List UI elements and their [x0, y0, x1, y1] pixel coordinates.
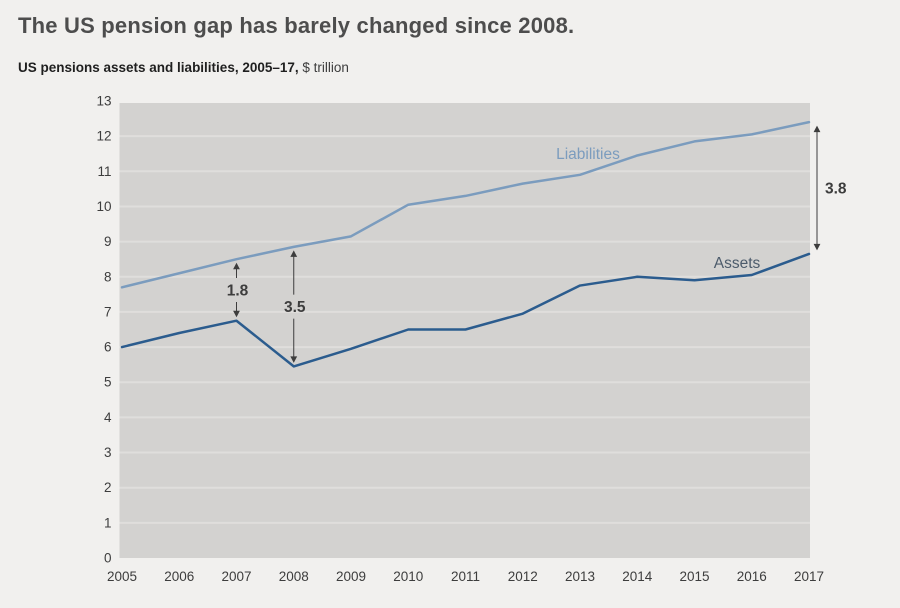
gap-value-label: 3.5: [284, 299, 306, 316]
x-axis-tick-label: 2005: [107, 569, 137, 584]
arrowhead-up-icon: [290, 250, 298, 257]
y-axis-tick-label: 1: [104, 515, 112, 530]
chart-subtitle: US pensions assets and liabilities, 2005…: [18, 60, 349, 75]
series-line-liabilities: [120, 120, 811, 289]
x-axis-tick-label: 2010: [393, 569, 423, 584]
chart-subtitle-main: US pensions assets and liabilities, 2005…: [18, 60, 299, 75]
arrowhead-down-icon: [813, 243, 821, 251]
chart-subtitle-unit: $ trillion: [302, 60, 349, 75]
arrowhead-up-icon: [813, 125, 821, 133]
y-axis-tick-label: 0: [104, 551, 112, 566]
x-axis-tick-label: 2006: [164, 569, 194, 584]
x-axis-tick-label: 2015: [679, 569, 709, 584]
y-axis-tick-label: 10: [96, 199, 111, 214]
x-axis-tick-label: 2014: [622, 569, 653, 584]
series-label-liabilities: Liabilities: [556, 146, 620, 163]
y-axis-tick-label: 9: [104, 234, 112, 249]
arrowhead-up-icon: [233, 262, 240, 270]
gap-value-label: 1.8: [227, 282, 249, 299]
y-axis-tick-label: 2: [104, 480, 112, 495]
y-axis-tick-label: 12: [96, 129, 111, 144]
x-axis-tick-label: 2007: [221, 569, 251, 584]
y-axis-tick-label: 6: [104, 340, 112, 355]
series-line-assets: [120, 252, 811, 368]
arrowhead-down-icon: [233, 310, 240, 318]
y-axis-tick-label: 4: [104, 410, 112, 425]
y-axis-tick-label: 8: [104, 269, 112, 284]
y-axis-tick-label: 5: [104, 375, 112, 390]
x-axis-tick-label: 2013: [565, 569, 595, 584]
y-axis-tick-label: 3: [104, 445, 112, 460]
y-axis-tick-label: 13: [96, 94, 111, 109]
series-label-assets: Assets: [714, 255, 761, 272]
x-axis-tick-label: 2008: [279, 569, 309, 584]
x-axis-tick-label: 2012: [508, 569, 538, 584]
arrowhead-down-icon: [290, 356, 298, 363]
x-axis-tick-label: 2011: [451, 569, 480, 584]
x-axis-tick-label: 2017: [794, 569, 824, 584]
gap-value-label: 3.8: [825, 181, 847, 198]
x-axis-tick-label: 2016: [737, 569, 767, 584]
y-axis-tick-label: 7: [104, 304, 112, 319]
x-axis-tick-label: 2009: [336, 569, 366, 584]
y-axis-tick-label: 11: [97, 164, 111, 179]
chart-title: The US pension gap has barely changed si…: [18, 13, 575, 38]
